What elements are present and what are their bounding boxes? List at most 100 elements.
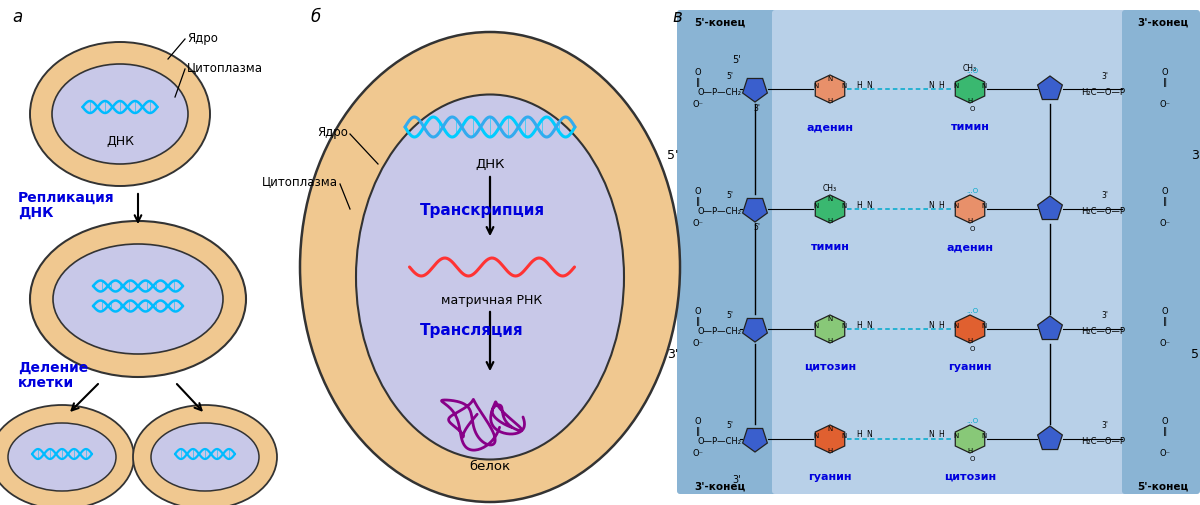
Text: N: N [841,322,847,328]
Text: O—P—CH₂: O—P—CH₂ [698,437,742,445]
Text: 3': 3' [733,474,742,484]
Text: H: H [938,80,944,89]
Text: ...O: ...O [966,188,978,193]
Text: белок: белок [469,459,510,472]
Text: 5': 5' [726,421,733,430]
Text: O: O [695,417,701,426]
Text: 3': 3' [1192,148,1200,161]
Polygon shape [955,316,985,343]
Text: 3': 3' [1102,191,1109,200]
Polygon shape [815,425,845,453]
Text: тимин: тимин [950,122,990,132]
Polygon shape [815,316,845,343]
Text: O⁻: O⁻ [692,99,703,108]
Text: N: N [982,83,986,89]
Polygon shape [1038,426,1062,449]
Text: N: N [928,430,934,439]
Text: H: H [827,98,833,104]
Text: 3': 3' [1102,71,1109,80]
Text: N: N [866,430,872,439]
FancyBboxPatch shape [677,11,778,494]
Ellipse shape [30,222,246,377]
Text: ДНК: ДНК [18,206,54,220]
Text: в: в [672,8,682,26]
Text: ДНК: ДНК [106,135,134,147]
Text: б: б [310,8,320,26]
Text: O: O [970,455,974,461]
Text: O: O [695,187,701,196]
Text: H₂C—O—P: H₂C—O—P [1081,87,1126,96]
Text: H: H [938,200,944,209]
Text: Трансляция: Трансляция [420,322,523,337]
Text: H: H [856,200,862,209]
Text: ...O: ...O [966,68,978,74]
Ellipse shape [151,423,259,491]
Text: клетки: клетки [18,375,74,389]
Text: O—P—CH₂: O—P—CH₂ [698,327,742,336]
Text: O: O [1162,67,1169,76]
Text: ‖: ‖ [696,77,700,86]
Text: тимин: тимин [810,241,850,251]
Text: ‖: ‖ [1163,427,1168,436]
Text: H: H [856,320,862,329]
Text: N: N [928,80,934,89]
Text: N: N [866,320,872,329]
Text: N: N [982,203,986,209]
Ellipse shape [52,65,188,165]
Text: 3': 3' [667,348,679,361]
Text: ДНК: ДНК [475,158,505,171]
Polygon shape [955,76,985,104]
Text: 3': 3' [1102,311,1109,320]
Text: CH₃: CH₃ [962,63,977,72]
Polygon shape [743,319,767,342]
Text: а: а [12,8,23,26]
Text: N: N [827,316,833,321]
Text: ‖: ‖ [1163,317,1168,326]
Text: O: O [970,345,974,351]
Text: O: O [695,307,701,316]
Text: 3': 3' [1102,421,1109,430]
Text: O⁻: O⁻ [692,448,703,458]
Text: N: N [827,76,833,82]
FancyBboxPatch shape [772,11,1128,494]
Text: O⁻: O⁻ [1159,219,1170,228]
Text: H: H [827,447,833,453]
Text: N: N [866,200,872,209]
Text: O—P—CH₂: O—P—CH₂ [698,207,742,216]
Text: O⁻: O⁻ [1159,339,1170,348]
Text: O: O [1162,187,1169,196]
Text: H: H [827,337,833,343]
Polygon shape [1038,77,1062,100]
Text: O⁻: O⁻ [692,219,703,228]
Text: 5'-конец: 5'-конец [1138,481,1189,491]
Text: O⁻: O⁻ [1159,448,1170,458]
Text: N: N [928,200,934,209]
Text: 5': 5' [733,55,742,65]
FancyBboxPatch shape [1122,11,1200,494]
Text: H₂C—O—P: H₂C—O—P [1081,327,1126,336]
Text: O: O [1162,417,1169,426]
Text: N: N [953,83,959,89]
Text: N: N [827,195,833,201]
Text: H: H [967,218,973,224]
Text: 5': 5' [1192,348,1200,361]
Text: CH₃: CH₃ [823,183,838,192]
Text: H₂C—O—P: H₂C—O—P [1081,207,1126,216]
Polygon shape [815,195,845,224]
Ellipse shape [133,405,277,505]
Text: матричная РНК: матричная РНК [442,293,542,307]
Text: Цитоплазма: Цитоплазма [262,175,338,188]
Text: N: N [841,203,847,209]
Text: O⁻: O⁻ [692,339,703,348]
Text: 3': 3' [754,104,761,112]
Text: 5'-конец: 5'-конец [695,18,745,28]
Text: Транскрипция: Транскрипция [420,202,545,217]
Ellipse shape [8,423,116,491]
Text: H: H [856,430,862,439]
Text: ‖: ‖ [1163,77,1168,86]
Text: O—P—CH₂: O—P—CH₂ [698,87,742,96]
Text: N: N [814,203,818,209]
Text: N: N [814,432,818,438]
Text: H: H [938,320,944,329]
Text: аденин: аденин [947,241,994,251]
